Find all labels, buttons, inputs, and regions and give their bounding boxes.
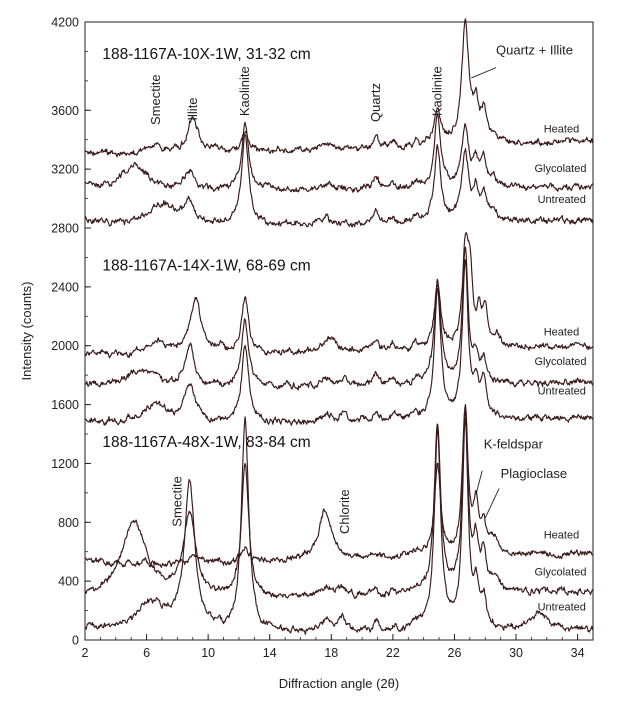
panel-title: 188-1167A-10X-1W, 31-32 cm [102,46,310,63]
traces [84,18,594,635]
mineral-annotation: K-feldspar [484,437,544,452]
mineral-annotation: Illite [185,97,200,120]
trace-heated [84,232,594,359]
trace-heated [84,403,594,568]
y-tick-label: 0 [72,634,79,648]
mineral-annotation: Kaolinite [237,66,252,116]
chart-labels: 188-1167A-10X-1W, 31-32 cm Heated Glycolat… [102,42,586,613]
trace-untreated [84,133,594,228]
panel-title: 188-1167A-14X-1W, 68-69 cm [102,258,310,275]
y-tick-label: 400 [58,575,79,589]
mineral-annotation: Kaolinite [430,66,445,116]
y-tick-label: 4200 [51,16,79,30]
y-tick-label: 2800 [51,222,79,236]
y-tick-label: 3200 [51,163,79,177]
x-tick-label: 14 [263,646,277,660]
x-axis-ticks: 2 6 10 14 18 22 26 30 34 [82,634,594,660]
x-tick-label: 34 [571,646,585,660]
y-tick-label: 3600 [51,104,79,118]
x-tick-label: 26 [448,646,462,660]
trace-glycolated [84,246,594,391]
plot-frame [84,21,594,641]
pointer-lines [471,67,500,519]
mineral-annotation: Plagioclase [501,466,568,481]
mineral-annotation: Chlorite [337,489,352,534]
y-tick-label: 800 [58,516,79,530]
mineral-annotation: Smectite [169,476,184,527]
y-tick-label: 2000 [51,339,79,353]
x-tick-label: 30 [509,646,523,660]
y-tick-label: 1200 [51,457,79,471]
y-tick-label: 2400 [51,280,79,294]
x-tick-label: 6 [143,646,150,660]
series-label-heated: Heated [544,123,579,135]
series-label-heated: Heated [544,529,579,541]
x-tick-label: 10 [201,646,215,660]
trace-untreated [84,416,594,635]
pointer-line [475,470,483,495]
series-label-glycolated: Glycolated [535,163,587,175]
series-label-heated: Heated [544,326,579,338]
series-label-glycolated: Glycolated [535,356,587,368]
y-axis-ticks: 0 400 800 1200 1600 2000 2400 2800 3200 3600 4200 [51,16,91,648]
trace-heated [84,18,594,158]
x-axis-label: Diffraction angle (2θ) [279,676,399,691]
y-axis-label: Intensity (counts) [19,282,34,381]
mineral-annotation: Quartz [368,83,383,122]
y-tick-label: 1600 [51,398,79,412]
mineral-annotation: Quartz + Illite [496,42,573,57]
pointer-line [471,67,497,79]
x-tick-label: 18 [324,646,338,660]
series-label-untreated: Untreated [538,194,586,206]
trace-untreated [84,259,594,426]
series-label-untreated: Untreated [538,385,586,397]
series-label-glycolated: Glycolated [535,566,587,578]
panel-title: 188-1167A-48X-1W, 83-84 cm [102,434,310,451]
trace-glycolated [84,410,594,599]
trace-glycolated [84,114,594,193]
pointer-line [484,488,500,519]
x-tick-label: 22 [386,646,400,660]
x-tick-label: 2 [82,646,89,660]
mineral-annotation: Smectite [148,74,163,125]
series-label-untreated: Untreated [538,602,586,614]
